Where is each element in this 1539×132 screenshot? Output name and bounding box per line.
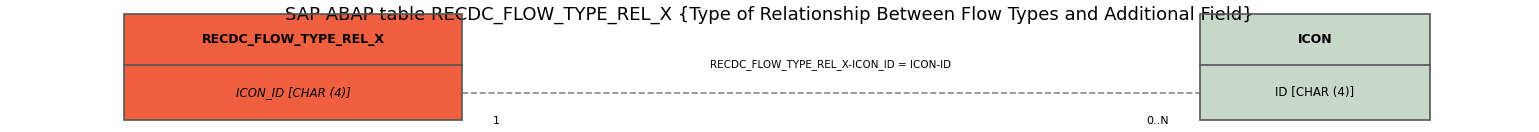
Bar bbox=[125, 65, 462, 120]
Text: RECDC_FLOW_TYPE_REL_X: RECDC_FLOW_TYPE_REL_X bbox=[202, 33, 385, 46]
Bar bbox=[1199, 65, 1430, 120]
Bar bbox=[125, 14, 462, 120]
Text: SAP ABAP table RECDC_FLOW_TYPE_REL_X {Type of Relationship Between Flow Types an: SAP ABAP table RECDC_FLOW_TYPE_REL_X {Ty… bbox=[285, 5, 1254, 23]
Bar bbox=[1199, 14, 1430, 65]
Text: RECDC_FLOW_TYPE_REL_X-ICON_ID = ICON-ID: RECDC_FLOW_TYPE_REL_X-ICON_ID = ICON-ID bbox=[711, 59, 951, 70]
Text: 1: 1 bbox=[492, 116, 500, 126]
Bar bbox=[1199, 14, 1430, 120]
Text: 0..N: 0..N bbox=[1147, 116, 1170, 126]
Text: ICON_ID [CHAR (4)]: ICON_ID [CHAR (4)] bbox=[235, 86, 351, 99]
Bar bbox=[125, 14, 462, 65]
Text: ID [CHAR (4)]: ID [CHAR (4)] bbox=[1276, 86, 1354, 99]
Text: ICON: ICON bbox=[1297, 33, 1333, 46]
